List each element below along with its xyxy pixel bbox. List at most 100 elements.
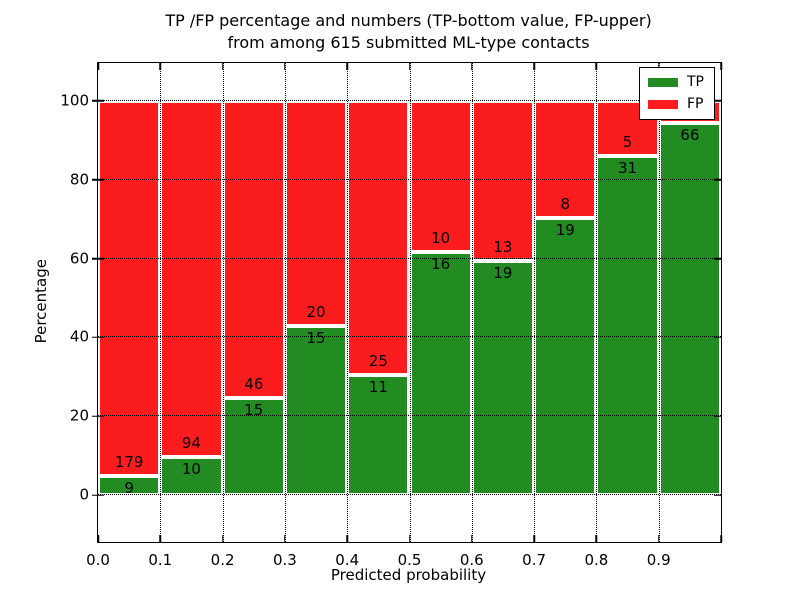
y-tick-label: 40 bbox=[69, 327, 89, 346]
x-tick-label: 0.7 bbox=[522, 551, 547, 569]
tp-bar-segment bbox=[658, 123, 721, 496]
y-tick bbox=[92, 257, 104, 260]
x-tick bbox=[595, 63, 598, 70]
x-tick bbox=[657, 63, 660, 70]
y-tick bbox=[714, 415, 721, 417]
x-tick bbox=[284, 535, 286, 542]
y-tick-label: 0 bbox=[79, 485, 89, 504]
x-tick bbox=[533, 535, 535, 542]
tp-bar-segment bbox=[471, 261, 535, 496]
x-axis-label: Predicted probability bbox=[330, 566, 487, 584]
v-gridline bbox=[222, 63, 224, 542]
x-tick bbox=[97, 535, 99, 542]
y-tick bbox=[92, 100, 104, 102]
tp-bar-segment bbox=[534, 217, 597, 496]
x-tick bbox=[471, 535, 473, 542]
fp-count-label: 46 bbox=[244, 375, 264, 394]
v-gridline bbox=[596, 63, 598, 542]
x-tick bbox=[408, 63, 411, 70]
y-tick-label: 60 bbox=[69, 249, 89, 268]
y-tick bbox=[714, 257, 721, 260]
y-tick bbox=[714, 100, 721, 102]
y-tick bbox=[714, 178, 721, 181]
x-tick-label: 0.5 bbox=[397, 551, 422, 569]
tp-count-label: 16 bbox=[431, 255, 451, 274]
tp-count-label: 19 bbox=[493, 264, 513, 282]
x-tick bbox=[720, 63, 722, 70]
x-tick bbox=[471, 63, 473, 70]
y-tick bbox=[714, 494, 721, 496]
x-tick bbox=[346, 63, 348, 70]
y-tick bbox=[92, 336, 104, 339]
fp-count-label: 25 bbox=[368, 351, 388, 370]
fp-count-label: 8 bbox=[560, 194, 571, 213]
v-gridline bbox=[284, 63, 286, 542]
v-gridline bbox=[347, 63, 349, 542]
plot-area: TP FP 179 9 94 10 46 15 20 15 25 11 10 16 13 19 8 19 5 31… bbox=[60, 62, 722, 569]
fp-bar-segment bbox=[98, 100, 161, 477]
fp-count-label: 10 bbox=[431, 229, 451, 248]
tp-bar-segment bbox=[596, 155, 659, 496]
legend-label-fp: FP bbox=[687, 96, 704, 112]
chart-title: TP /FP percentage and numbers (TP-bottom… bbox=[97, 10, 720, 54]
x-tick bbox=[595, 535, 598, 542]
tp-count-label: 11 bbox=[368, 377, 388, 396]
legend-item-fp: FP bbox=[648, 97, 704, 111]
x-tick-label: 0.9 bbox=[646, 551, 671, 569]
tp-count-label: 9 bbox=[124, 479, 134, 498]
legend-swatch-tp-icon bbox=[648, 77, 678, 87]
x-tick-label: 0.1 bbox=[148, 551, 173, 569]
x-tick bbox=[159, 63, 162, 70]
fp-bar-segment bbox=[471, 100, 535, 261]
tp-count-label: 15 bbox=[244, 401, 264, 420]
x-tick-label: 0.4 bbox=[335, 551, 360, 569]
fp-count-label: 5 bbox=[622, 132, 633, 151]
x-tick-label: 0.2 bbox=[210, 551, 235, 569]
x-tick bbox=[221, 535, 224, 542]
v-gridline bbox=[471, 63, 473, 542]
v-gridline bbox=[160, 63, 162, 542]
y-tick bbox=[92, 415, 104, 417]
x-tick-label: 0.0 bbox=[86, 551, 110, 569]
x-tick bbox=[221, 63, 224, 70]
fp-bar-segment bbox=[534, 100, 597, 218]
fp-bar-segment bbox=[284, 100, 348, 327]
x-tick-label: 0.3 bbox=[272, 551, 297, 569]
tp-count-label: 10 bbox=[181, 460, 201, 479]
x-tick bbox=[657, 535, 660, 542]
fp-count-label: 13 bbox=[493, 238, 513, 256]
x-tick bbox=[408, 535, 411, 542]
y-tick bbox=[92, 178, 104, 181]
legend-swatch-fp-icon bbox=[648, 99, 678, 109]
fp-count-label: 20 bbox=[306, 303, 326, 322]
fp-bar-segment bbox=[222, 100, 285, 399]
x-tick bbox=[159, 535, 162, 542]
tp-count-label: 19 bbox=[555, 220, 575, 239]
tp-bar-segment bbox=[409, 252, 472, 496]
y-tick-label: 80 bbox=[69, 170, 89, 189]
v-gridline bbox=[534, 63, 536, 542]
tp-bar-segment bbox=[347, 374, 410, 496]
x-tick bbox=[284, 63, 286, 70]
x-tick-label: 0.6 bbox=[459, 551, 484, 569]
x-tick bbox=[346, 535, 348, 542]
x-tick bbox=[720, 535, 722, 542]
v-gridline bbox=[409, 63, 411, 542]
fp-bar-segment bbox=[347, 100, 410, 375]
y-tick bbox=[714, 336, 721, 339]
legend: TP FP bbox=[639, 67, 715, 120]
legend-item-tp: TP bbox=[648, 75, 704, 89]
tp-bar-segment bbox=[284, 326, 348, 496]
tp-count-label: 66 bbox=[680, 126, 700, 145]
tp-count-label: 31 bbox=[618, 158, 638, 177]
x-tick bbox=[97, 63, 99, 70]
y-axis-label: Percentage bbox=[32, 259, 50, 344]
y-tick-label: 100 bbox=[60, 91, 89, 110]
x-tick-label: 0.8 bbox=[584, 551, 609, 569]
fp-bar-segment bbox=[409, 100, 472, 253]
v-gridline bbox=[658, 63, 660, 542]
y-tick bbox=[92, 494, 104, 496]
chart-title-line1: TP /FP percentage and numbers (TP-bottom… bbox=[165, 11, 652, 30]
x-tick bbox=[533, 63, 535, 70]
